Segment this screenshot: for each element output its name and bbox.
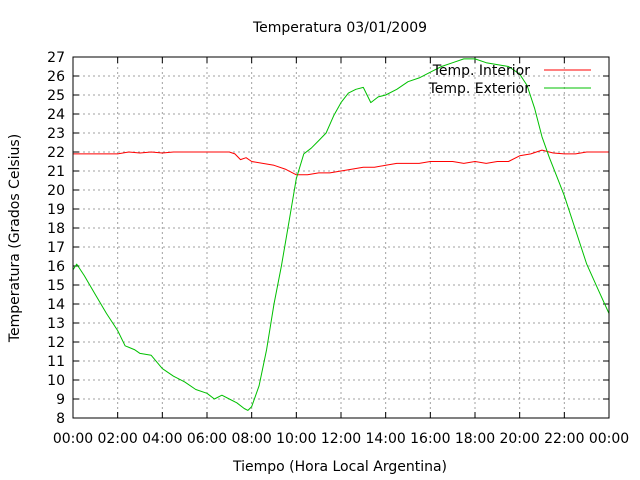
y-tick-label: 16 xyxy=(47,259,65,275)
x-axis-label: Tiempo (Hora Local Argentina) xyxy=(232,459,447,475)
series-line-exterior xyxy=(72,58,610,411)
x-tick-label: 16:00 xyxy=(410,431,450,447)
grid xyxy=(73,57,609,418)
y-tick-label: 11 xyxy=(47,354,65,370)
y-tick-label: 17 xyxy=(47,240,65,256)
y-tick-label: 23 xyxy=(47,126,65,142)
y-tick-label: 20 xyxy=(47,183,65,199)
y-tick-label: 27 xyxy=(47,50,65,66)
y-tick-label: 9 xyxy=(56,392,65,408)
tick-labels: 8 9 10 11 12 13 14 15 16 17 18 19 20 21 22 23 24 25 26 27 00… xyxy=(47,50,629,447)
y-tick-label: 22 xyxy=(47,145,65,161)
y-tick-label: 15 xyxy=(47,278,65,294)
y-tick-label: 25 xyxy=(47,88,65,104)
y-tick-label: 21 xyxy=(47,164,65,180)
y-tick-label: 26 xyxy=(47,69,65,85)
x-tick-label: 00:00 xyxy=(589,431,629,447)
y-tick-label: 24 xyxy=(47,107,65,123)
x-tick-label: 22:00 xyxy=(544,431,584,447)
x-tick-label: 10:00 xyxy=(276,431,316,447)
series-line-interior xyxy=(73,149,609,176)
x-tick-label: 00:00 xyxy=(53,431,93,447)
chart-title: Temperatura 03/01/2009 xyxy=(252,20,427,36)
x-tick-label: 02:00 xyxy=(97,431,137,447)
x-tick-label: 12:00 xyxy=(321,431,361,447)
y-tick-label: 10 xyxy=(47,373,65,389)
y-tick-label: 8 xyxy=(56,411,65,427)
x-tick-label: 08:00 xyxy=(231,431,271,447)
y-tick-label: 19 xyxy=(47,202,65,218)
y-tick-label: 12 xyxy=(47,335,65,351)
x-tick-label: 14:00 xyxy=(365,431,405,447)
y-axis-label: Temperatura (Grados Celsius) xyxy=(7,134,23,343)
legend-label: Temp. Exterior xyxy=(428,81,531,97)
x-tick-label: 20:00 xyxy=(499,431,539,447)
y-tick-label: 14 xyxy=(47,297,65,313)
x-tick-label: 18:00 xyxy=(455,431,495,447)
x-tick-label: 04:00 xyxy=(142,431,182,447)
plot-frame xyxy=(72,56,610,419)
x-tick-label: 06:00 xyxy=(187,431,227,447)
legend-label: Temp. Interior xyxy=(432,63,531,79)
legend: Temp. Interior Temp. Exterior xyxy=(428,63,591,97)
series-lines xyxy=(72,58,610,411)
y-tick-label: 18 xyxy=(47,221,65,237)
y-tick-label: 13 xyxy=(47,316,65,332)
